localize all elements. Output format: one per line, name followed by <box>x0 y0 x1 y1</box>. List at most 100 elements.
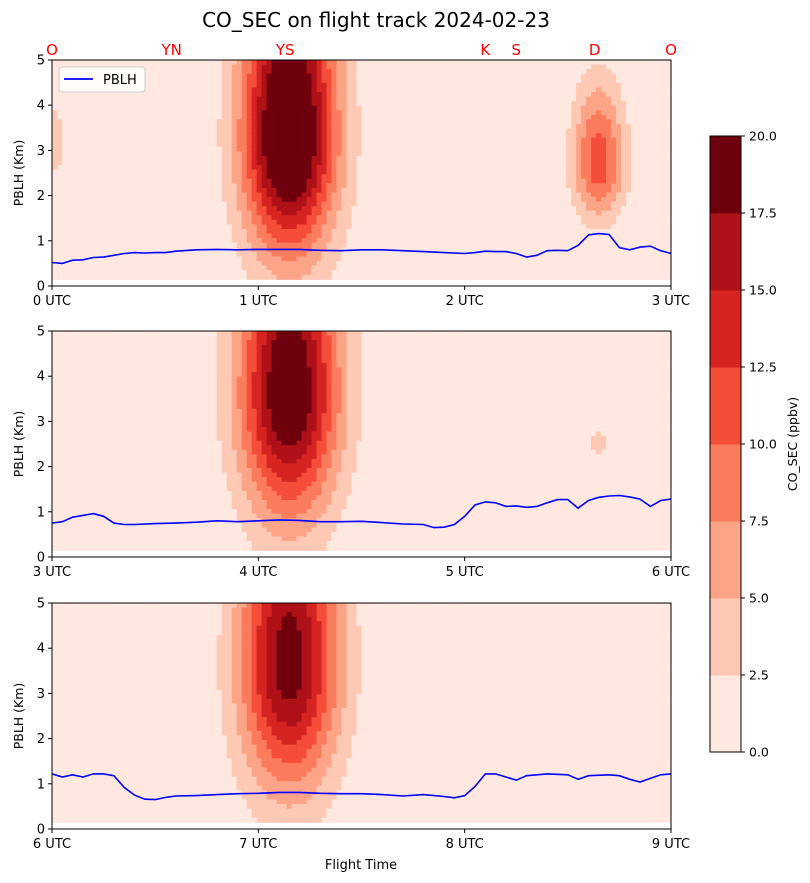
contour-cell <box>246 133 253 139</box>
contour-cell <box>441 265 447 271</box>
contour-cell <box>146 174 153 180</box>
contour-cell <box>161 187 168 194</box>
contour-cell <box>86 105 93 111</box>
contour-cell <box>246 151 253 157</box>
contour-cell <box>401 169 408 175</box>
contour-cell <box>406 197 413 203</box>
contour-cell <box>81 247 88 253</box>
contour-cell <box>196 64 203 70</box>
contour-cell <box>431 174 437 180</box>
contour-cell <box>471 91 477 98</box>
contour-cell <box>391 228 398 235</box>
contour-cell <box>296 251 303 257</box>
contour-cell <box>466 247 472 253</box>
contour-cell <box>106 183 113 189</box>
contour-cell <box>306 60 313 66</box>
contour-cell <box>271 165 278 171</box>
contour-cell <box>281 174 288 180</box>
contour-cell <box>556 219 562 226</box>
contour-cell <box>386 219 393 226</box>
contour-cell <box>186 105 193 111</box>
contour-cell <box>111 160 118 166</box>
contour-cell <box>511 101 517 107</box>
contour-cell <box>501 87 507 93</box>
contour-cell <box>481 265 487 271</box>
contour-cell <box>261 256 268 262</box>
contour-cell <box>471 165 477 171</box>
contour-cell <box>136 133 143 139</box>
contour-cell <box>516 96 522 102</box>
contour-cell <box>121 233 128 239</box>
contour-cell <box>266 256 273 262</box>
contour-cell <box>506 128 512 134</box>
contour-cell <box>446 82 452 89</box>
contour-cell <box>91 174 98 180</box>
contour-cell <box>516 215 522 221</box>
contour-cell <box>286 78 293 84</box>
contour-cell <box>131 265 138 271</box>
contour-cell <box>456 174 462 180</box>
contour-cell <box>301 78 308 84</box>
contour-cell <box>541 178 547 184</box>
contour-cell <box>426 265 432 271</box>
contour-cell <box>411 260 418 267</box>
contour-cell <box>546 187 552 194</box>
contour-cell <box>176 256 183 262</box>
contour-cell <box>126 165 133 171</box>
contour-cell <box>221 219 228 226</box>
contour-cell <box>411 151 418 157</box>
contour-cell <box>471 187 477 194</box>
contour-cell <box>356 64 363 70</box>
contour-cell <box>491 101 497 107</box>
contour-cell <box>426 256 432 262</box>
contour-cell <box>536 82 542 89</box>
contour-cell <box>396 69 403 75</box>
contour-cell <box>111 228 118 235</box>
contour-cell <box>236 224 243 230</box>
contour-cell <box>341 219 348 226</box>
contour-cell <box>511 270 517 276</box>
contour-cell <box>466 151 472 157</box>
contour-cell <box>76 142 83 148</box>
contour-cell <box>291 91 298 98</box>
contour-cell <box>61 247 68 253</box>
contour-cell <box>491 210 497 216</box>
contour-cell <box>561 251 567 257</box>
contour-cell <box>481 165 487 171</box>
contour-cell <box>131 137 138 143</box>
contour-cell <box>526 219 532 226</box>
contour-cell <box>271 197 278 203</box>
contour-cell <box>221 91 228 98</box>
contour-cell <box>246 256 253 262</box>
contour-cell <box>231 178 238 184</box>
contour-cell <box>471 146 477 152</box>
contour-cell <box>96 251 103 257</box>
contour-cell <box>176 270 183 276</box>
contour-cell <box>196 270 203 276</box>
contour-cell <box>291 178 298 184</box>
contour-cell <box>316 64 323 70</box>
contour-cell <box>81 119 88 125</box>
contour-cell <box>541 73 547 79</box>
contour-cell <box>541 183 547 189</box>
contour-cell <box>151 60 158 66</box>
contour-cell <box>131 110 138 116</box>
contour-cell <box>516 260 522 267</box>
contour-cell <box>111 174 118 180</box>
contour-cell <box>506 206 512 212</box>
contour-cell <box>286 215 293 221</box>
contour-cell <box>206 274 213 280</box>
contour-cell <box>141 183 148 189</box>
contour-cell <box>461 187 467 194</box>
contour-cell <box>506 270 512 276</box>
contour-cell <box>136 183 143 189</box>
contour-cell <box>366 96 373 102</box>
contour-cell <box>386 183 393 189</box>
contour-cell <box>201 160 208 166</box>
contour-cell <box>236 165 243 171</box>
contour-cell <box>496 73 502 79</box>
contour-cell <box>556 73 562 79</box>
contour-cell <box>251 64 258 70</box>
contour-cell <box>151 169 158 175</box>
contour-cell <box>501 165 507 171</box>
